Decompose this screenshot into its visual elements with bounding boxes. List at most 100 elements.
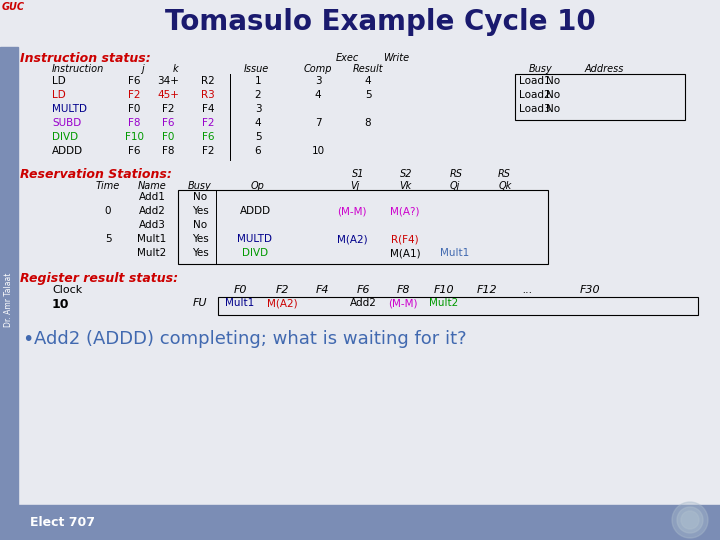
Text: M(A2): M(A2) <box>266 298 297 308</box>
Text: F0: F0 <box>162 132 174 142</box>
Text: FU: FU <box>193 298 207 308</box>
Text: 5: 5 <box>255 132 261 142</box>
Text: Add2: Add2 <box>350 298 377 308</box>
Text: Elect 707: Elect 707 <box>30 516 95 529</box>
Text: Qj: Qj <box>450 181 460 191</box>
Text: ADDD: ADDD <box>52 146 83 156</box>
Text: 5: 5 <box>365 90 372 100</box>
Text: F10: F10 <box>125 132 143 142</box>
Text: 10: 10 <box>312 146 325 156</box>
Text: S2: S2 <box>400 169 413 179</box>
Text: 45+: 45+ <box>157 90 179 100</box>
Text: Busy: Busy <box>188 181 212 191</box>
Text: Exec: Exec <box>336 53 359 63</box>
Text: Name: Name <box>138 181 166 191</box>
Text: F10: F10 <box>433 285 454 295</box>
Bar <box>0 505 720 540</box>
Text: 34+: 34+ <box>157 76 179 86</box>
Text: Add1: Add1 <box>138 192 166 202</box>
Text: 8: 8 <box>365 118 372 128</box>
Text: Load3: Load3 <box>519 104 551 114</box>
Text: F4: F4 <box>315 285 329 295</box>
Text: 3: 3 <box>315 76 321 86</box>
Text: Mult1: Mult1 <box>225 298 255 308</box>
Bar <box>178 190 548 264</box>
Text: F6: F6 <box>356 285 370 295</box>
Text: Yes: Yes <box>192 234 208 244</box>
Text: (M-M): (M-M) <box>388 298 418 308</box>
Text: 4: 4 <box>365 76 372 86</box>
Text: No: No <box>546 76 560 86</box>
Text: Load1: Load1 <box>519 76 551 86</box>
Bar <box>218 297 698 315</box>
Text: F8: F8 <box>396 285 410 295</box>
Text: 6: 6 <box>255 146 261 156</box>
Text: Result: Result <box>353 64 383 74</box>
Text: F8: F8 <box>127 118 140 128</box>
Text: R3: R3 <box>201 90 215 100</box>
Text: Mult1: Mult1 <box>138 234 166 244</box>
Text: Mult2: Mult2 <box>429 298 459 308</box>
Text: LD: LD <box>52 76 66 86</box>
Text: Dr. Amr Talaat: Dr. Amr Talaat <box>4 273 14 327</box>
Text: No: No <box>193 220 207 230</box>
Text: F2: F2 <box>202 146 215 156</box>
Text: F6: F6 <box>127 146 140 156</box>
Text: S1: S1 <box>352 169 364 179</box>
Text: Address: Address <box>585 64 624 74</box>
Text: Mult1: Mult1 <box>441 248 469 258</box>
Text: F0: F0 <box>128 104 140 114</box>
Text: LD: LD <box>52 90 66 100</box>
Text: j: j <box>140 64 143 74</box>
Circle shape <box>681 511 699 529</box>
Text: ...: ... <box>523 285 534 295</box>
Text: Busy: Busy <box>529 64 553 74</box>
Text: 3: 3 <box>255 104 261 114</box>
Text: 1: 1 <box>255 76 261 86</box>
Text: No: No <box>546 90 560 100</box>
Text: 0: 0 <box>104 206 112 216</box>
Text: Yes: Yes <box>192 206 208 216</box>
Text: Instruction: Instruction <box>52 64 104 74</box>
Text: F2: F2 <box>275 285 289 295</box>
Text: Instruction status:: Instruction status: <box>20 52 150 65</box>
Text: Clock: Clock <box>52 285 82 295</box>
Text: Load2: Load2 <box>519 90 551 100</box>
Text: R(F4): R(F4) <box>391 234 419 244</box>
Text: MULTD: MULTD <box>52 104 87 114</box>
Bar <box>515 74 685 120</box>
Text: F4: F4 <box>202 104 215 114</box>
Text: F6: F6 <box>162 118 174 128</box>
Text: DIVD: DIVD <box>52 132 78 142</box>
Text: MULTD: MULTD <box>238 234 272 244</box>
Text: F2: F2 <box>162 104 174 114</box>
Text: Register result status:: Register result status: <box>20 272 178 285</box>
Circle shape <box>672 502 708 538</box>
Bar <box>0 47 18 540</box>
Text: Time: Time <box>96 181 120 191</box>
Text: DIVD: DIVD <box>242 248 268 258</box>
Text: 7: 7 <box>315 118 321 128</box>
Text: •: • <box>22 330 33 349</box>
Text: Add2 (ADDD) completing; what is waiting for it?: Add2 (ADDD) completing; what is waiting … <box>34 330 467 348</box>
Text: F2: F2 <box>127 90 140 100</box>
Text: RS: RS <box>498 169 511 179</box>
Text: No: No <box>546 104 560 114</box>
Text: 2: 2 <box>255 90 261 100</box>
Text: k: k <box>172 64 178 74</box>
Text: 5: 5 <box>104 234 112 244</box>
Text: F0: F0 <box>233 285 247 295</box>
Text: Write: Write <box>383 53 409 63</box>
Text: F2: F2 <box>202 118 215 128</box>
Text: M(A1): M(A1) <box>390 248 420 258</box>
Text: F6: F6 <box>202 132 215 142</box>
Text: F12: F12 <box>477 285 498 295</box>
Text: M(A2): M(A2) <box>337 234 367 244</box>
Text: F30: F30 <box>580 285 600 295</box>
Text: Issue: Issue <box>243 64 269 74</box>
Text: SUBD: SUBD <box>52 118 81 128</box>
Text: Reservation Stations:: Reservation Stations: <box>20 168 172 181</box>
Text: Mult2: Mult2 <box>138 248 166 258</box>
Text: Add2: Add2 <box>138 206 166 216</box>
Text: (M-M): (M-M) <box>337 206 366 216</box>
